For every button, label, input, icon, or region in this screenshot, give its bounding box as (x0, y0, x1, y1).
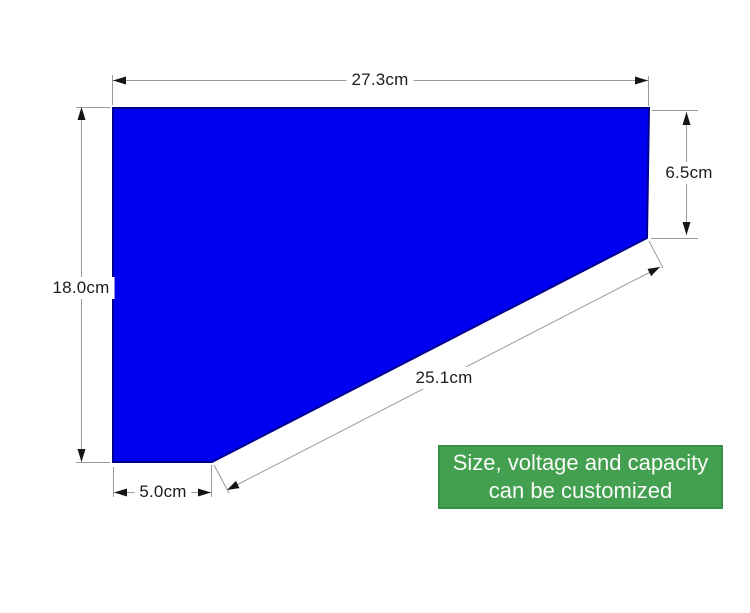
arrow-diagonal-upper (647, 267, 660, 277)
dimension-label-diagonal: 25.1cm (410, 367, 478, 389)
dimension-label-right-height: 6.5cm (660, 162, 718, 184)
arrow-right-up (682, 112, 691, 125)
arrow-right-down (682, 222, 691, 235)
arrow-bottom-right (198, 488, 211, 497)
battery-shape (112, 107, 651, 463)
arrow-left-down (77, 449, 86, 462)
dimension-label-top-width: 27.3cm (346, 69, 414, 91)
customization-note-line2: can be customized (488, 478, 673, 503)
arrow-left-up (77, 107, 86, 120)
arrow-diagonal-lower (227, 480, 240, 490)
arrow-top-left (113, 76, 126, 85)
dimension-label-bottom-width: 5.0cm (134, 481, 192, 503)
arrow-bottom-left (114, 488, 127, 497)
ext-diagonal-upper (648, 240, 664, 269)
arrow-top-right (635, 76, 648, 85)
ext-diagonal-lower (213, 464, 230, 494)
customization-note-line1: Size, voltage and capacity (452, 449, 709, 475)
dimension-arrowheads (77, 76, 691, 497)
dimension-label-left-height: 18.0cm (47, 277, 115, 299)
customization-note: Size, voltage and capacity can be custom… (438, 445, 723, 509)
